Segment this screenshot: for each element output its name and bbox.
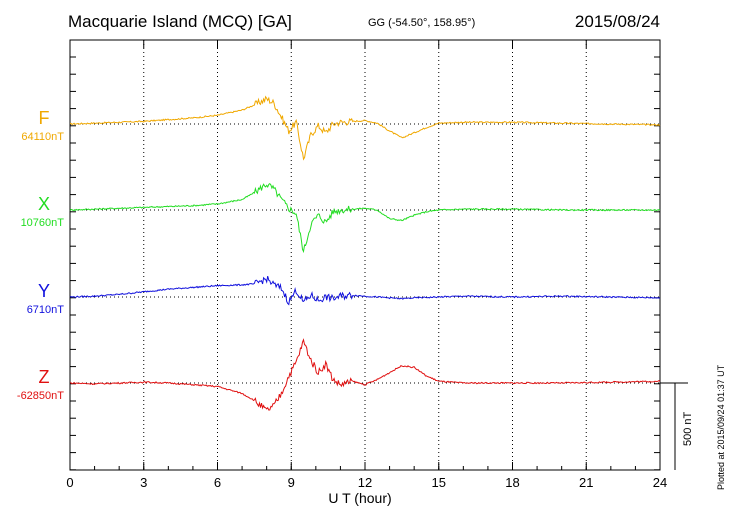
series-line-f [69,95,661,161]
x-tick-label: 21 [579,475,594,490]
station-title: Macquarie Island (MCQ) [GA] [68,12,292,31]
date-label: 2015/08/24 [574,12,660,31]
axis-ticks [69,40,661,471]
series-line-x [69,183,661,254]
x-axis-label: U T (hour) [328,490,392,506]
plotted-timestamp: Plotted at 2015/09/24 01:37 UT [716,364,726,490]
baseline-value-x: 10760nT [20,217,64,229]
x-tick-label: 3 [140,475,148,490]
scale-bar [660,382,688,470]
x-tick-label: 6 [213,475,222,490]
series-line-z [69,338,661,411]
baseline-value-z: -62850nT [16,390,64,402]
x-tick-label: 15 [431,475,446,490]
component-label-x: X [37,194,50,214]
x-tick-label: 12 [357,475,373,490]
x-tick-label: 0 [66,475,74,490]
component-label-y: Y [37,281,50,301]
x-tick-label: 9 [287,475,295,490]
component-label-f: F [38,108,50,128]
baseline-value-f: 64110nT [21,131,64,143]
grid-lines [143,40,587,470]
scale-bar-label: 500 nT [682,411,694,446]
x-tick-label: 24 [652,475,668,490]
component-label-z: Z [38,367,50,387]
baseline-value-y: 6710nT [26,304,64,316]
x-tick-label: 18 [505,475,520,490]
series-line-y [69,275,661,306]
series-lines [69,95,661,411]
coordinates: GG (-54.50°, 158.95°) [368,17,476,29]
